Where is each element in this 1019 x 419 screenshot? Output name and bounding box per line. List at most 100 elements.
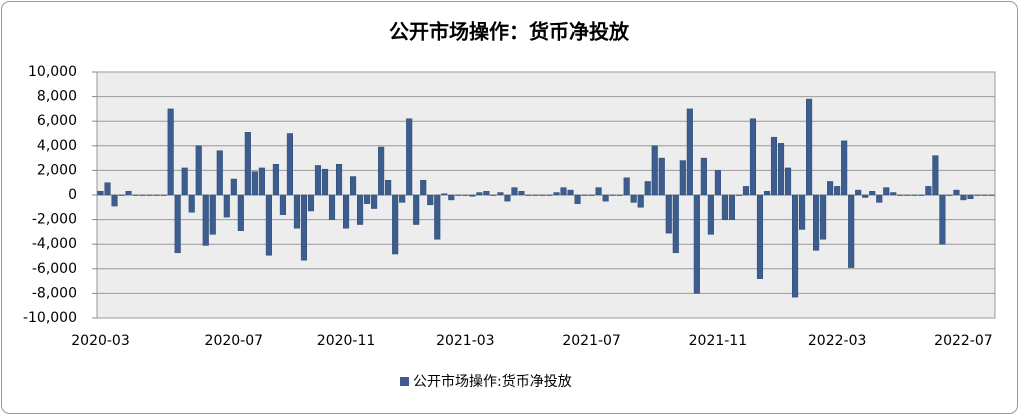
bar: [209, 194, 216, 235]
bar: [770, 136, 778, 196]
bar: [749, 118, 757, 196]
bar: [588, 194, 595, 196]
bar: [448, 194, 455, 201]
bar: [616, 194, 623, 196]
legend-marker: [400, 377, 409, 386]
bar: [630, 194, 637, 203]
bar: [883, 187, 890, 196]
bar: [742, 186, 750, 196]
bar: [869, 191, 876, 196]
bar: [216, 150, 223, 196]
y-tick-label: 6,000: [37, 113, 77, 129]
bar: [244, 132, 251, 196]
bar: [876, 194, 883, 203]
bar: [511, 187, 518, 196]
bar: [125, 191, 132, 196]
bar: [841, 140, 848, 196]
bar: [335, 164, 343, 196]
bar: [111, 194, 118, 207]
bar: [462, 194, 469, 196]
bar: [784, 167, 792, 196]
bar: [707, 194, 714, 235]
bar: [104, 182, 111, 196]
bar: [230, 178, 237, 196]
bar: [286, 133, 293, 196]
bar: [258, 167, 265, 196]
legend-label: 公开市场操作:货币净投放: [413, 373, 572, 390]
bar: [293, 194, 301, 229]
y-tick-label: -4,000: [32, 236, 77, 252]
bar: [118, 194, 125, 196]
bar: [413, 194, 420, 225]
bar: [307, 194, 315, 212]
bar: [272, 164, 279, 196]
bar: [483, 191, 490, 196]
x-tick-label: 2022-03: [808, 333, 867, 349]
y-tick-label: 10,000: [28, 64, 77, 80]
bar: [539, 194, 546, 196]
bar: [469, 194, 476, 197]
y-tick-label: -10,000: [23, 310, 77, 326]
bar: [932, 155, 939, 196]
bar: [595, 187, 602, 196]
bar: [202, 194, 209, 246]
bar: [890, 192, 897, 196]
bar: [399, 194, 406, 203]
bar: [763, 191, 771, 196]
x-tick-label: 2021-03: [436, 333, 495, 349]
bar: [560, 187, 567, 196]
bar: [223, 194, 230, 218]
x-tick-label: 2022-07: [934, 333, 993, 349]
bar: [714, 170, 721, 196]
y-tick-label: 2,000: [37, 162, 77, 178]
bar: [728, 194, 735, 220]
bar: [279, 194, 286, 215]
x-tick-label: 2020-07: [205, 333, 264, 349]
bar: [679, 160, 686, 196]
bar: [911, 194, 918, 196]
bar: [799, 194, 806, 230]
x-tick-label: 2020-11: [317, 333, 376, 349]
bar: [981, 194, 988, 196]
bar: [644, 181, 651, 196]
bar: [721, 194, 728, 220]
bar: [974, 194, 981, 196]
bar: [167, 108, 174, 196]
bar: [525, 194, 532, 196]
chart-title: 公开市场操作：货币净投放: [389, 20, 630, 44]
bar: [834, 186, 841, 196]
bar: [806, 98, 813, 196]
bar: [791, 194, 799, 298]
bar: [153, 194, 160, 196]
y-tick-label: -6,000: [32, 261, 77, 277]
bar: [735, 194, 742, 196]
bar: [132, 194, 139, 196]
bar: [371, 194, 378, 209]
y-tick-label: 8,000: [37, 89, 77, 105]
bar: [553, 192, 560, 196]
bar: [237, 194, 244, 231]
bar: [350, 176, 357, 196]
bar: [862, 194, 869, 198]
bar: [897, 194, 904, 196]
bar: [420, 179, 427, 196]
bar: [855, 189, 862, 196]
bar: [581, 194, 588, 196]
bar: [378, 146, 385, 196]
bar: [385, 179, 392, 196]
bar: [300, 194, 308, 261]
bar: [518, 191, 525, 196]
bar: [160, 194, 167, 196]
bar: [658, 157, 665, 196]
bar: [321, 168, 329, 196]
bar: [490, 194, 497, 196]
bar: [504, 194, 511, 202]
bar: [546, 194, 553, 196]
bar: [364, 194, 371, 204]
bar: [946, 194, 953, 196]
bar: [97, 191, 104, 196]
bar: [665, 194, 672, 234]
bar: [813, 194, 820, 251]
bar: [939, 194, 946, 245]
